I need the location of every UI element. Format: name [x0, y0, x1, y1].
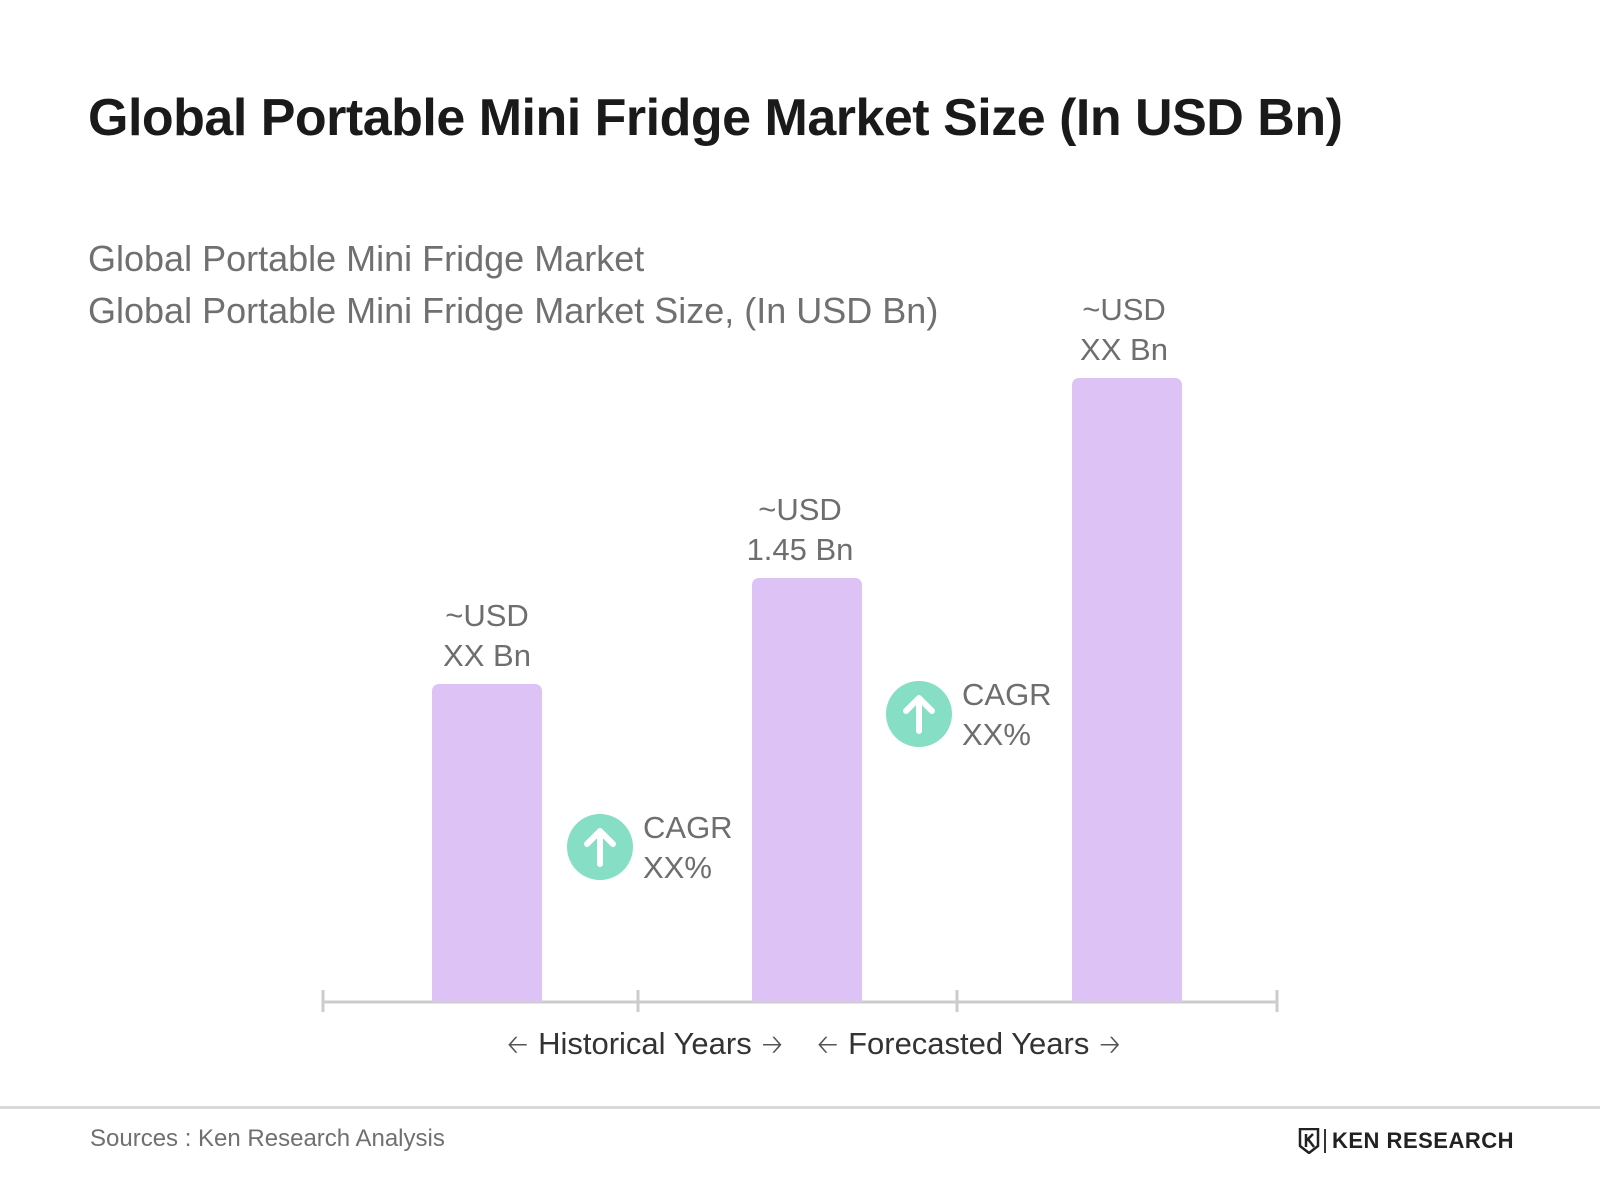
cagr-1-value: XX% — [643, 850, 712, 885]
sources-note: Sources : Ken Research Analysis — [90, 1125, 445, 1152]
bar-3 — [1072, 378, 1182, 1002]
ken-research-logo-icon — [1298, 1128, 1320, 1154]
bar-1-label-line-1: ~USD — [445, 598, 529, 633]
arrow-left-icon: 🡠 — [507, 1029, 529, 1059]
bar-2-label-line-2: 1.45 Bn — [746, 532, 854, 567]
arrow-up-icon — [886, 681, 952, 747]
bar-3-value-label: ~USD XX Bn — [1014, 290, 1234, 370]
bar-3-label-line-2: XX Bn — [1080, 332, 1168, 367]
brand-name: KEN RESEARCH — [1332, 1128, 1515, 1153]
bar-1 — [432, 684, 542, 1002]
cagr-2-label: CAGR — [962, 677, 1052, 712]
bar-2-value-label: ~USD 1.45 Bn — [690, 490, 910, 570]
brand-separator — [1324, 1129, 1326, 1153]
arrow-left-icon: 🡠 — [817, 1029, 839, 1059]
subtitle-line-2: Global Portable Mini Fridge Market Size,… — [88, 290, 939, 331]
period-historical: 🡠 Historical Years 🡢 — [497, 1024, 793, 1064]
bar-1-label-line-2: XX Bn — [443, 638, 531, 673]
period-forecasted-label: Forecasted Years — [848, 1026, 1090, 1061]
period-historical-label: Historical Years — [538, 1026, 752, 1061]
arrow-up-icon — [567, 814, 633, 880]
period-forecasted: 🡠 Forecasted Years 🡢 — [807, 1024, 1130, 1064]
cagr-2-value: XX% — [962, 717, 1031, 752]
footer-divider — [0, 1106, 1600, 1109]
chart-subtitle: Global Portable Mini Fridge Market Globa… — [88, 236, 948, 338]
arrow-right-icon: 🡢 — [761, 1029, 783, 1059]
bar-1-value-label: ~USD XX Bn — [377, 596, 597, 676]
brand-logo: KEN RESEARCH — [1298, 1128, 1514, 1154]
arrow-right-icon: 🡢 — [1099, 1029, 1121, 1059]
cagr-1-label: CAGR — [643, 810, 733, 845]
chart-title: Global Portable Mini Fridge Market Size … — [88, 89, 1343, 147]
bar-2 — [752, 578, 862, 1002]
bar-2-label-line-1: ~USD — [758, 492, 842, 527]
subtitle-line-1: Global Portable Mini Fridge Market — [88, 238, 645, 279]
bar-3-label-line-1: ~USD — [1082, 292, 1166, 327]
